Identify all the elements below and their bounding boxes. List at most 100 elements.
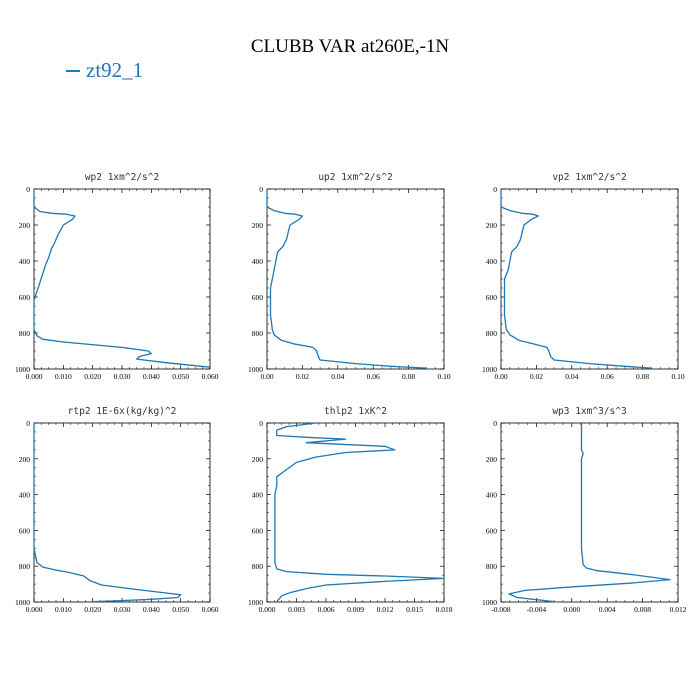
x-tick-label: 0.060 [202, 605, 219, 614]
x-tick-label: 0.010 [55, 605, 72, 614]
x-tick-label: 0.000 [563, 605, 580, 614]
x-tick-label: 0.018 [436, 605, 453, 614]
x-tick-label: -0.008 [491, 605, 511, 614]
legend-label: zt92_1 [86, 58, 144, 82]
x-tick-label: 0.040 [143, 372, 160, 381]
y-tick-label: 800 [19, 562, 31, 571]
x-tick-label: 0.008 [634, 605, 651, 614]
y-tick-label: 400 [252, 257, 264, 266]
x-tick-label: 0.050 [172, 372, 189, 381]
series-line [508, 423, 671, 603]
y-tick-label: 0 [259, 419, 263, 428]
y-tick-label: 200 [252, 221, 264, 230]
x-tick-label: 0.030 [114, 605, 131, 614]
y-tick-label: 600 [486, 526, 498, 535]
series-line [33, 189, 211, 368]
x-tick-label: 0.06 [367, 372, 380, 381]
x-tick-label: 0.050 [172, 605, 189, 614]
x-tick-label: 0.06 [601, 372, 614, 381]
y-tick-label: 1000 [482, 365, 497, 374]
y-tick-label: 0 [493, 419, 497, 428]
x-tick-label: 0.020 [84, 372, 101, 381]
x-tick-label: 0.040 [143, 605, 160, 614]
subplot-title: wp2 1xm^2/s^2 [85, 172, 159, 183]
subplot-1: wp2 1xm^2/s^2 0.000 0.010 0.020 0.030 0.040 0.… [15, 172, 219, 381]
y-tick-label: 200 [19, 455, 31, 464]
y-tick-label: 400 [19, 491, 31, 500]
y-tick-label: 0 [259, 185, 263, 194]
y-tick-label: 600 [19, 293, 31, 302]
series-line [274, 422, 445, 603]
y-tick-label: 200 [486, 455, 498, 464]
subplot-6: wp3 1xm^3/s^3 -0.008 -0.004 0.000 0.004 0.008… [482, 406, 687, 614]
figure-title: CLUBB VAR at260E,-1N [250, 36, 450, 57]
x-tick-label: 0.006 [318, 605, 335, 614]
y-tick-label: 400 [486, 491, 498, 500]
series-line [266, 189, 427, 369]
y-tick-label: 200 [486, 221, 498, 230]
y-tick-label: 600 [19, 526, 31, 535]
plot-frame [266, 188, 445, 370]
y-tick-label: 400 [252, 491, 264, 500]
y-tick-label: 800 [19, 329, 31, 338]
y-tick-label: 200 [252, 455, 264, 464]
x-tick-label: 0.000 [26, 372, 43, 381]
plot-frame [500, 422, 679, 603]
x-tick-label: 0.060 [202, 372, 219, 381]
subplot-title: up2 1xm^2/s^2 [318, 172, 392, 183]
x-tick-label: 0.00 [260, 372, 273, 381]
x-tick-label: 0.04 [565, 372, 578, 381]
plot-frame [33, 422, 211, 603]
y-tick-label: 0 [26, 419, 30, 428]
y-tick-label: 800 [252, 329, 264, 338]
y-tick-label: 800 [252, 562, 264, 571]
x-tick-label: 0.10 [437, 372, 450, 381]
x-tick-label: 0.10 [671, 372, 684, 381]
x-tick-label: 0.08 [636, 372, 649, 381]
y-tick-label: 0 [493, 185, 497, 194]
x-tick-label: 0.012 [670, 605, 687, 614]
legend-line-swatch [66, 70, 80, 73]
y-tick-label: 1000 [15, 598, 30, 607]
y-tick-label: 200 [19, 221, 31, 230]
x-tick-label: 0.02 [296, 372, 309, 381]
x-tick-label: 0.015 [406, 605, 423, 614]
series-line [33, 423, 182, 603]
y-tick-label: 1000 [248, 598, 263, 607]
y-tick-label: 1000 [248, 365, 263, 374]
x-tick-label: 0.010 [55, 372, 72, 381]
y-tick-label: 600 [486, 293, 498, 302]
subplot-5: thlp2 1xK^2 0.000 0.003 0.006 0.009 0.012 0.01… [248, 406, 453, 614]
x-tick-label: 0.00 [494, 372, 507, 381]
x-tick-label: 0.004 [599, 605, 616, 614]
subplot-title: wp3 1xm^3/s^3 [552, 406, 626, 417]
subplot-title: vp2 1xm^2/s^2 [552, 172, 626, 183]
y-tick-label: 0 [26, 185, 30, 194]
y-tick-label: 400 [486, 257, 498, 266]
x-tick-label: 0.009 [347, 605, 364, 614]
subplot-3: vp2 1xm^2/s^2 0.00 0.02 0.04 0.06 0.08 0.10 0 20… [482, 172, 685, 381]
x-tick-label: 0.030 [114, 372, 131, 381]
y-tick-label: 800 [486, 562, 498, 571]
y-tick-label: 600 [252, 293, 264, 302]
x-tick-label: -0.004 [527, 605, 547, 614]
y-tick-label: 1000 [15, 365, 30, 374]
subplot-title: thlp2 1xK^2 [324, 406, 387, 417]
y-tick-label: 1000 [482, 598, 497, 607]
x-tick-label: 0.012 [377, 605, 394, 614]
series-line [500, 189, 652, 369]
subplot-title: rtp2 1E-6x(kg/kg)^2 [68, 406, 177, 417]
subplot-4: rtp2 1E-6x(kg/kg)^2 0.000 0.010 0.020 0.030 0… [15, 406, 219, 614]
x-tick-label: 0.02 [530, 372, 543, 381]
x-tick-label: 0.04 [331, 372, 344, 381]
x-tick-label: 0.000 [259, 605, 276, 614]
x-tick-label: 0.08 [402, 372, 415, 381]
x-tick-label: 0.000 [26, 605, 43, 614]
x-tick-label: 0.003 [288, 605, 305, 614]
y-tick-label: 600 [252, 526, 264, 535]
x-tick-label: 0.020 [84, 605, 101, 614]
y-tick-label: 800 [486, 329, 498, 338]
legend: zt92_1 [66, 58, 143, 83]
y-tick-label: 400 [19, 257, 31, 266]
